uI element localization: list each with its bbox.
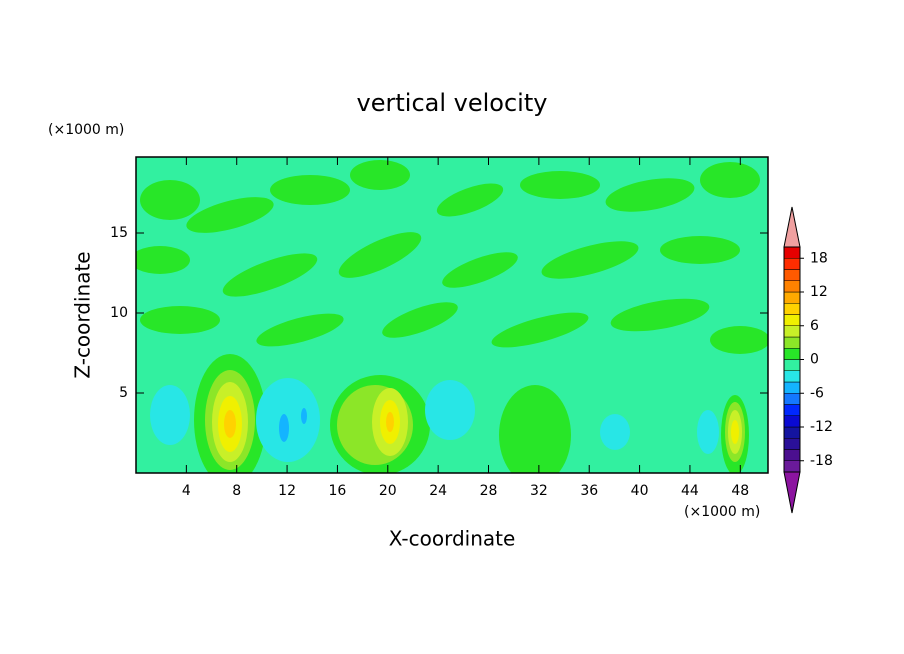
colorbar-band xyxy=(783,314,801,326)
y-tick-label: 5 xyxy=(119,385,128,401)
y-unit: (×1000 m) xyxy=(48,122,124,138)
x-tick-label: 4 xyxy=(182,483,191,499)
colorbar-tick-label: 18 xyxy=(810,250,828,266)
colorbar-band xyxy=(783,393,801,405)
colorbar-band xyxy=(783,415,801,428)
colorbar-band xyxy=(783,325,801,338)
colorbar-band xyxy=(783,348,801,360)
x-tick-label: 28 xyxy=(480,483,498,499)
colorbar-band xyxy=(783,303,801,315)
x-axis-label: X-coordinate xyxy=(389,527,516,551)
y-tick-label: 15 xyxy=(110,225,128,241)
colorbar-band xyxy=(783,449,801,461)
colorbar-band xyxy=(783,370,801,383)
colorbar-band xyxy=(783,336,801,349)
colorbar-band xyxy=(783,359,801,371)
x-tick-label: 36 xyxy=(580,483,598,499)
colorbar-tick-label: -12 xyxy=(810,419,833,435)
x-tick-label: 44 xyxy=(681,483,699,499)
plot-frame xyxy=(135,156,769,474)
colorbar-tick-label: -18 xyxy=(810,453,833,469)
x-tick-label: 8 xyxy=(232,483,241,499)
x-unit: (×1000 m) xyxy=(684,504,760,520)
colorbar-band xyxy=(783,280,801,293)
colorbar-tick-label: 0 xyxy=(810,352,819,368)
colorbar-band xyxy=(783,258,801,270)
x-tick-label: 20 xyxy=(379,483,397,499)
colorbar-band xyxy=(783,291,801,304)
colorbar-band xyxy=(783,381,801,394)
contour-field xyxy=(136,157,768,473)
y-tick-label: 10 xyxy=(110,305,128,321)
x-tick-label: 40 xyxy=(631,483,649,499)
colorbar-band xyxy=(783,438,801,450)
colorbar-band xyxy=(783,460,801,473)
colorbar-tick-label: -6 xyxy=(810,385,824,401)
colorbar-band xyxy=(783,426,801,439)
colorbar-under xyxy=(783,471,801,514)
colorbar-tick-label: 6 xyxy=(810,318,819,334)
chart-title: vertical velocity xyxy=(357,89,548,117)
colorbar-tick-label: 12 xyxy=(810,284,828,300)
colorbar-band xyxy=(783,404,801,416)
x-tick-label: 16 xyxy=(329,483,347,499)
x-tick-label: 24 xyxy=(429,483,447,499)
y-axis-label: Z-coordinate xyxy=(71,251,95,378)
colorbar-over xyxy=(783,206,801,248)
colorbar-band xyxy=(783,269,801,281)
colorbar-band xyxy=(783,246,801,259)
x-tick-label: 12 xyxy=(278,483,296,499)
x-tick-label: 48 xyxy=(731,483,749,499)
x-tick-label: 32 xyxy=(530,483,548,499)
